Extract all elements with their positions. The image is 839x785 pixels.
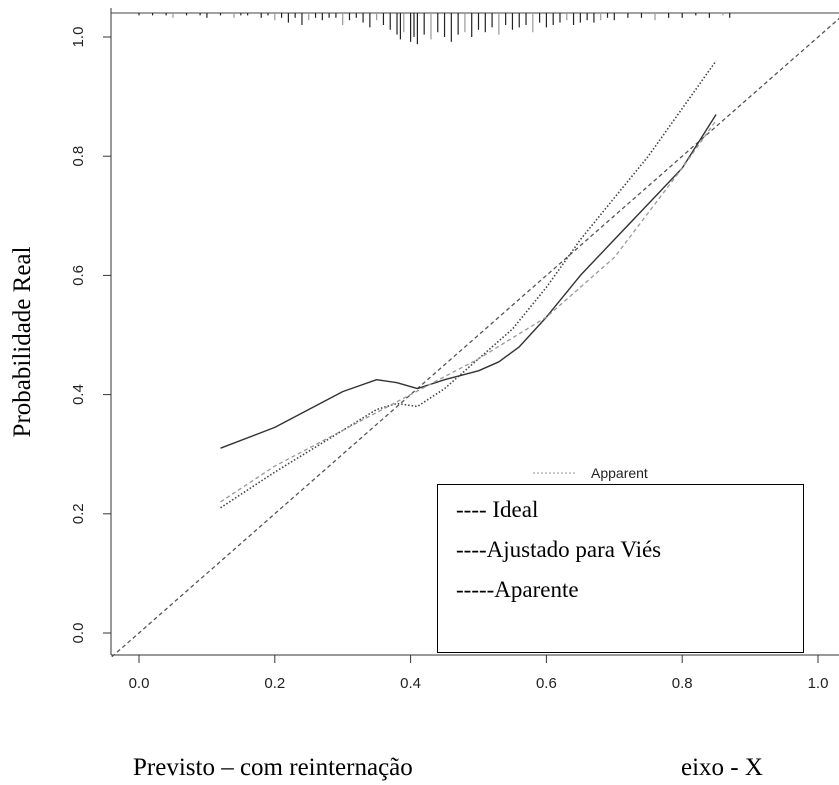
legend-item-bias-adjusted: ----Ajustado para Viés [456, 537, 662, 562]
y-tick-label: 0.8 [70, 146, 87, 167]
x-tick-label: 0.8 [672, 675, 693, 692]
legend-item-ideal: ---- Ideal [456, 497, 539, 522]
legend-box: ---- Ideal ----Ajustado para Viés -----A… [437, 484, 804, 653]
x-axis-note: eixo - X [681, 754, 763, 781]
x-tick-label: 0.0 [129, 675, 150, 692]
series-line-ajustado-para-vi-s [220, 114, 717, 449]
y-tick-label: 1.0 [70, 27, 87, 48]
y-tick-label: 0.0 [70, 623, 87, 644]
y-tick-label: 0.2 [70, 503, 87, 524]
rug-plot [138, 13, 731, 45]
x-tick-label: 0.6 [536, 675, 557, 692]
y-tick-label: 0.6 [70, 265, 87, 286]
apparent-legend-text: Apparent [591, 465, 648, 481]
series-line-aparente [220, 60, 717, 509]
x-tick-label: 1.0 [808, 675, 829, 692]
series-lines [111, 17, 839, 658]
y-tick-label: 0.4 [70, 384, 87, 405]
y-axis-title: Probabilidade Real [9, 246, 36, 437]
x-tick-label: 0.2 [264, 675, 285, 692]
legend-item-apparent: -----Aparente [456, 577, 579, 602]
axis-ticks: 0.0 0.2 0.4 0.6 0.8 1.0 0.0 0.2 0.4 0.6 0.8 1.0 [70, 27, 828, 692]
x-axis-title: Previsto – com reinternação [133, 754, 413, 781]
series-line-ideal [111, 17, 839, 658]
series-line-extra [220, 120, 717, 503]
x-tick-label: 0.4 [400, 675, 421, 692]
